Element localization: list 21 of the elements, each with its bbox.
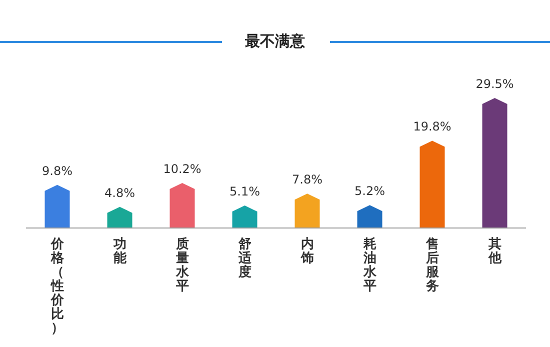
data-label: 19.8% (413, 120, 452, 134)
bar (44, 184, 70, 228)
x-tick-label: 价格（性价比） (50, 237, 65, 336)
x-tick-label: 功能 (112, 237, 128, 266)
data-label: 5.1% (230, 184, 260, 199)
data-label: 9.8% (42, 164, 72, 178)
data-label: 10.2% (163, 162, 202, 176)
data-label: 5.2% (354, 184, 385, 198)
data-label: 7.8% (292, 172, 322, 187)
bar (170, 183, 195, 228)
x-tick-label: 质量水平 (174, 236, 190, 294)
x-tick-label: 耗油水平 (362, 236, 378, 294)
bar (420, 140, 445, 228)
data-label: 29.5% (476, 77, 514, 91)
data-label: 4.8% (104, 186, 135, 200)
x-tick-label: 其他 (487, 237, 502, 266)
bar (482, 98, 508, 228)
x-tick-label: 内饰 (300, 237, 314, 266)
chart-title: 最不满意 (244, 32, 306, 51)
x-tick-label: 售后服务 (424, 237, 440, 294)
x-tick-label: 舒适度 (237, 237, 252, 280)
